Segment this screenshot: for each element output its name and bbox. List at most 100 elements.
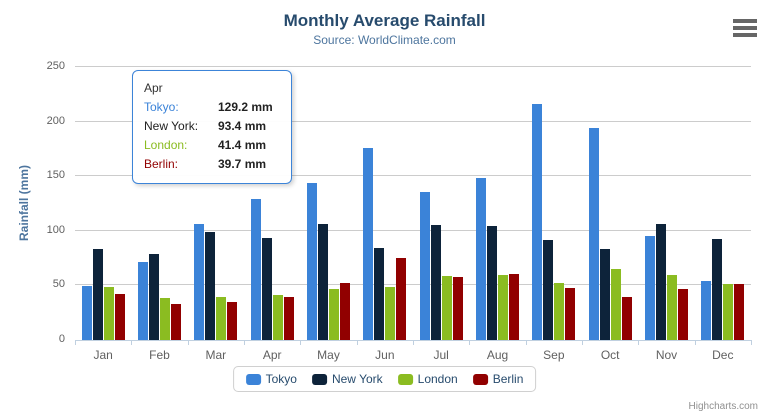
legend-label: London [417,372,458,386]
x-axis-label: May [317,348,340,362]
column-new-york[interactable] [374,247,385,340]
tooltip-series-name: New York: [144,119,199,133]
chart-title: Monthly Average Rainfall [283,11,486,30]
column-new-york[interactable] [205,232,216,340]
legend-item-new-york[interactable]: New York [311,372,383,386]
x-axis-tick [525,340,527,345]
column-tokyo[interactable] [81,285,92,340]
column-berlin[interactable] [339,282,350,340]
x-axis-label: Aug [486,348,509,362]
column-berlin[interactable] [114,293,125,340]
x-axis-label: Nov [655,348,678,362]
column-new-york[interactable] [543,240,554,340]
legend: Tokyo New York London Berlin [232,366,537,392]
column-london[interactable] [441,275,452,340]
export-menu-icon[interactable] [733,19,757,37]
x-axis-label: Oct [600,348,620,362]
column-berlin[interactable] [565,288,576,340]
column-tokyo[interactable] [419,191,430,340]
column-tokyo[interactable] [306,182,317,340]
tooltip-series-name: Berlin: [144,157,179,171]
tooltip-series-value: 39.7 mm [218,157,267,171]
credits-link[interactable]: Highcharts.com [688,401,758,412]
column-berlin[interactable] [621,297,632,340]
legend-label: New York [331,372,383,386]
column-new-york[interactable] [599,248,610,340]
legend-label: Berlin [492,372,524,386]
column-new-york[interactable] [712,239,723,340]
tooltip-series-value: 41.4 mm [218,138,267,152]
column-tokyo[interactable] [701,280,712,340]
column-tokyo[interactable] [644,235,655,340]
column-london[interactable] [328,288,339,340]
column-london[interactable] [216,297,227,340]
column-berlin[interactable] [227,302,238,340]
column-tokyo[interactable] [588,128,599,340]
column-london[interactable] [497,274,508,340]
column-london[interactable] [385,287,396,340]
x-axis-label: Mar [205,348,227,362]
tooltip-header: Apr [144,81,163,95]
x-axis-label: Sep [543,348,565,362]
column-berlin[interactable] [170,303,181,340]
gridline [75,175,751,177]
column-tokyo[interactable] [475,177,486,340]
tooltip-row: Berlin: 39.7 mm [144,155,280,174]
column-new-york[interactable] [261,238,272,340]
x-axis-tick [582,340,583,345]
column-berlin[interactable] [734,284,745,340]
tooltip-row: New York: 93.4 mm [144,117,280,136]
column-tokyo[interactable] [363,147,374,340]
column-london[interactable] [723,284,734,340]
bar-group-aug [469,67,525,340]
x-axis-label: Apr [262,348,282,362]
column-london[interactable] [554,282,565,340]
x-axis-tick [638,340,640,345]
y-axis-title: Rainfall (mm) [17,165,31,242]
column-berlin[interactable] [452,277,463,340]
column-new-york[interactable] [148,253,159,340]
column-tokyo[interactable] [194,223,205,340]
tooltip-series-value: 129.2 mm [218,100,273,114]
x-axis-tick [244,340,245,345]
x-axis-tick [300,340,302,345]
column-london[interactable] [666,275,677,340]
x-axis-tick [131,340,133,345]
x-axis-label: Jun [375,348,395,362]
legend-item-tokyo[interactable]: Tokyo [245,372,297,386]
column-berlin[interactable] [283,296,294,340]
column-new-york[interactable] [655,223,666,340]
legend-label: Tokyo [265,372,297,386]
column-tokyo[interactable] [532,103,543,340]
column-tokyo[interactable] [137,261,148,340]
bar-group-nov [638,67,694,340]
column-london[interactable] [159,297,170,340]
legend-item-london[interactable]: London [397,372,458,386]
gridline [75,120,751,122]
column-new-york[interactable] [92,248,103,340]
column-berlin[interactable] [396,257,407,340]
legend-swatch [245,373,261,385]
x-axis-tick [413,340,414,345]
x-axis-tick [469,340,471,345]
x-axis-label: Feb [149,348,170,362]
tooltip-series-name: Tokyo: [144,100,179,114]
y-axis-label: 0 [58,333,65,345]
tooltip-series-name: London: [144,138,188,152]
x-axis-tick [751,340,752,345]
column-new-york[interactable] [317,224,328,340]
column-london[interactable] [272,294,283,340]
column-london[interactable] [103,286,114,340]
column-new-york[interactable] [486,226,497,340]
column-tokyo[interactable] [250,198,261,340]
x-axis-label: Jul [433,348,449,362]
bar-group-dec [695,67,751,340]
legend-swatch [472,373,488,385]
column-new-york[interactable] [430,225,441,340]
legend-item-berlin[interactable]: Berlin [472,372,524,386]
column-london[interactable] [610,268,621,340]
column-berlin[interactable] [677,288,688,340]
gridline [75,66,751,67]
column-berlin[interactable] [508,274,519,340]
